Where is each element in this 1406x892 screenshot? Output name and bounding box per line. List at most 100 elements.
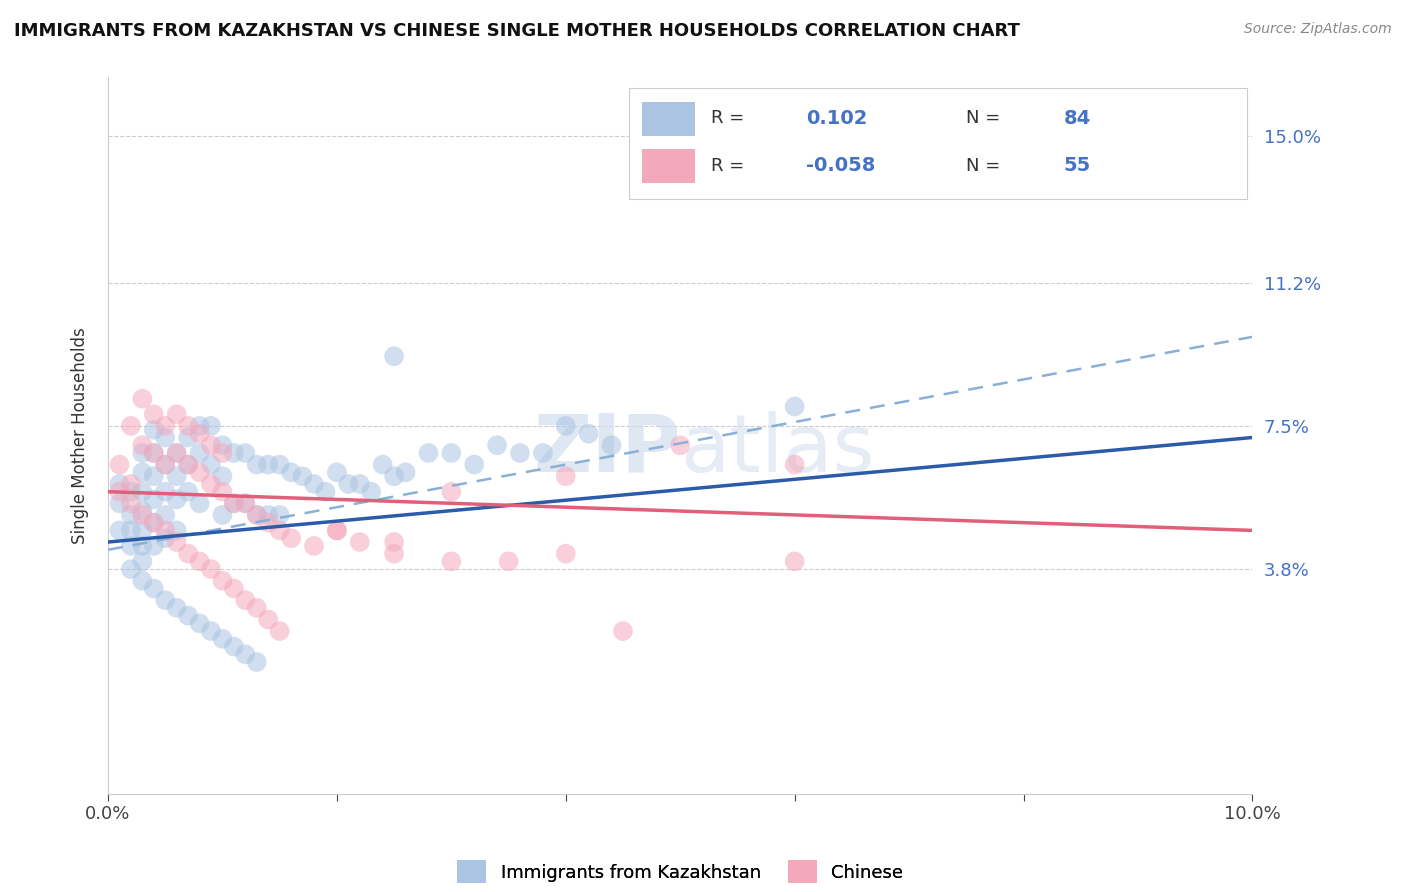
Point [155, 531, 177, 545]
Point [314, 484, 336, 499]
Y-axis label: Single Mother Households: Single Mother Households [72, 327, 89, 544]
Point [302, 477, 325, 491]
Text: 84: 84 [1063, 109, 1091, 128]
Point [166, 535, 188, 549]
Point [131, 539, 153, 553]
Point [142, 516, 165, 530]
Point [783, 554, 806, 568]
Point [233, 648, 256, 662]
Point [200, 562, 222, 576]
Point [257, 458, 280, 472]
Point [222, 640, 245, 654]
Legend: Immigrants from Kazakhstan, Chinese: Immigrants from Kazakhstan, Chinese [450, 853, 911, 890]
Point [360, 484, 382, 499]
Point [291, 469, 314, 483]
Point [131, 504, 153, 518]
Point [211, 446, 233, 460]
Point [326, 524, 349, 538]
Point [246, 600, 269, 615]
Point [188, 496, 211, 510]
Point [211, 438, 233, 452]
Point [371, 458, 394, 472]
Point [108, 524, 131, 538]
Point [486, 438, 509, 452]
Point [382, 547, 405, 561]
Point [120, 524, 142, 538]
Point [177, 458, 200, 472]
Point [155, 508, 177, 522]
Point [600, 438, 623, 452]
Point [280, 466, 302, 480]
Point [257, 508, 280, 522]
Point [142, 446, 165, 460]
Point [337, 477, 360, 491]
Point [246, 508, 269, 522]
Point [166, 407, 188, 421]
Point [233, 446, 256, 460]
Point [142, 492, 165, 507]
Point [280, 531, 302, 545]
Point [200, 438, 222, 452]
Text: Source: ZipAtlas.com: Source: ZipAtlas.com [1244, 22, 1392, 37]
Point [257, 612, 280, 626]
Point [463, 458, 485, 472]
Point [498, 554, 520, 568]
Point [155, 593, 177, 607]
Point [349, 477, 371, 491]
Point [155, 458, 177, 472]
Point [302, 539, 325, 553]
Point [177, 608, 200, 623]
Point [108, 458, 131, 472]
Point [177, 458, 200, 472]
FancyBboxPatch shape [643, 102, 695, 136]
Point [326, 466, 349, 480]
Point [131, 484, 153, 499]
Text: atlas: atlas [681, 411, 875, 489]
Point [211, 508, 233, 522]
Point [120, 477, 142, 491]
FancyBboxPatch shape [628, 88, 1247, 199]
Point [783, 400, 806, 414]
Point [269, 624, 291, 638]
Point [440, 446, 463, 460]
Point [246, 508, 269, 522]
Text: N =: N = [966, 156, 1001, 175]
Point [554, 418, 576, 433]
Point [211, 469, 233, 483]
Point [155, 430, 177, 444]
Point [155, 418, 177, 433]
Point [669, 438, 692, 452]
Point [257, 516, 280, 530]
Point [166, 446, 188, 460]
Point [108, 496, 131, 510]
Text: 55: 55 [1063, 156, 1091, 175]
Point [120, 484, 142, 499]
Text: ZIP: ZIP [533, 411, 681, 489]
Point [188, 466, 211, 480]
Point [233, 496, 256, 510]
Point [509, 446, 531, 460]
Point [394, 466, 416, 480]
Point [269, 524, 291, 538]
Point [246, 458, 269, 472]
Text: R =: R = [711, 156, 744, 175]
Point [233, 496, 256, 510]
Point [222, 582, 245, 596]
Point [177, 418, 200, 433]
Point [131, 466, 153, 480]
Point [783, 458, 806, 472]
Point [211, 484, 233, 499]
Point [120, 562, 142, 576]
Point [166, 492, 188, 507]
Point [200, 477, 222, 491]
Point [142, 407, 165, 421]
Point [188, 446, 211, 460]
Point [440, 484, 463, 499]
Point [131, 392, 153, 406]
Point [155, 524, 177, 538]
Point [222, 446, 245, 460]
Point [326, 524, 349, 538]
Point [131, 524, 153, 538]
Point [120, 508, 142, 522]
Point [200, 418, 222, 433]
